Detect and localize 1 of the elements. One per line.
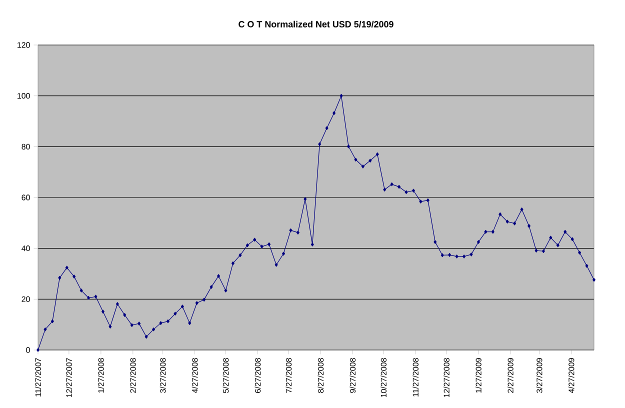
chart-title: C O T Normalized Net USD 5/19/2009 <box>238 20 394 28</box>
